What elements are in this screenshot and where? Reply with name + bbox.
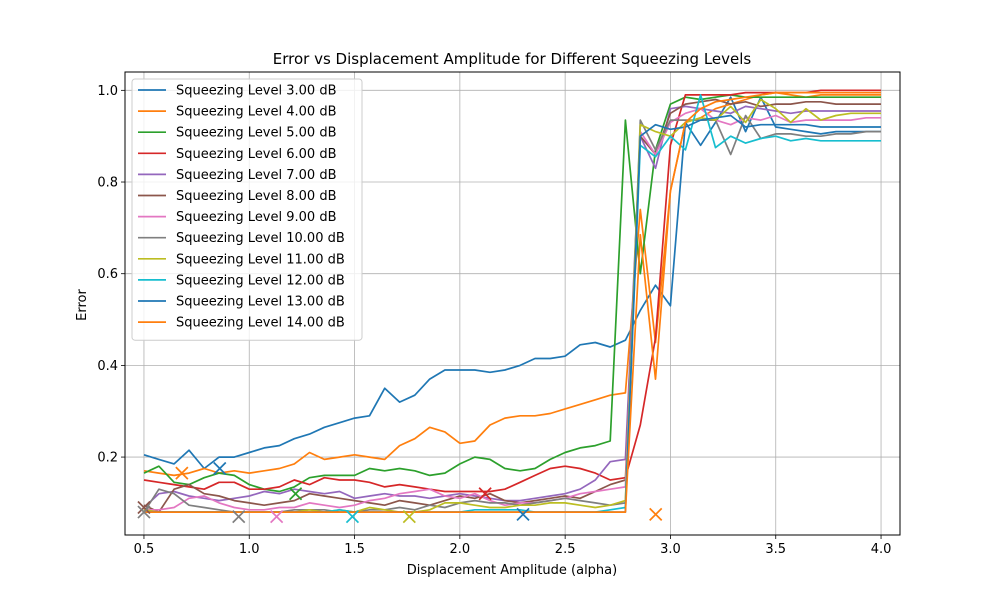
- x-marker: [478, 487, 492, 501]
- x-marker: [345, 510, 360, 524]
- x-marker: [402, 510, 416, 524]
- x-marker: [649, 507, 663, 521]
- legend-label: Squeezing Level 11.00 dB: [176, 252, 345, 267]
- x-tick-label: 4.0: [871, 542, 892, 557]
- legend-label: Squeezing Level 12.00 dB: [176, 273, 345, 288]
- y-tick-label: 0.6: [97, 267, 118, 282]
- series-lines: [143, 89, 881, 513]
- x-tick-label: 1.5: [344, 542, 365, 557]
- x-tick-label: 3.0: [660, 542, 681, 557]
- x-marker: [137, 500, 151, 515]
- chart-title: Error vs Displacement Amplitude for Diff…: [273, 50, 752, 68]
- series-line-12: [144, 91, 881, 513]
- series-line-4: [143, 89, 881, 493]
- x-marker: [270, 510, 284, 524]
- y-axis-label: Error: [75, 289, 90, 321]
- y-tick-label: 0.8: [97, 176, 118, 191]
- y-tick-label: 1.0: [97, 84, 118, 99]
- x-tick-label: 0.5: [134, 542, 155, 557]
- legend-label: Squeezing Level 13.00 dB: [176, 295, 345, 310]
- legend-label: Squeezing Level 14.00 dB: [176, 316, 345, 331]
- legend-label: Squeezing Level 5.00 dB: [176, 126, 337, 141]
- x-marker: [137, 505, 151, 519]
- x-marker: [232, 510, 246, 524]
- plot-frame: [124, 71, 901, 536]
- x-tick-label: 2.5: [555, 542, 576, 557]
- x-marker: [516, 507, 530, 521]
- x-tick-label: 1.0: [239, 542, 260, 557]
- legend-label: Squeezing Level 7.00 dB: [176, 168, 337, 183]
- x-marker: [175, 466, 189, 480]
- x-tick-label: 3.5: [765, 542, 786, 557]
- legend-label: Squeezing Level 10.00 dB: [176, 231, 345, 246]
- markers: [137, 461, 663, 524]
- series-line-5: [143, 105, 881, 509]
- y-tick-label: 0.2: [97, 451, 118, 466]
- legend-label: Squeezing Level 8.00 dB: [176, 189, 337, 204]
- legend-label: Squeezing Level 9.00 dB: [176, 210, 337, 225]
- legend-label: Squeezing Level 4.00 dB: [176, 105, 337, 120]
- series-line-6: [143, 98, 881, 513]
- x-marker: [213, 461, 227, 476]
- axis-ticks: 0.5 1.0 1.5 2.0 2.5 3.0 3.5 4.0 0.2 0.4 0.6 0.8 1.0: [97, 84, 891, 557]
- x-tick-label: 2.0: [450, 542, 471, 557]
- y-tick-label: 0.4: [97, 359, 118, 374]
- x-axis-label: Displacement Amplitude (alpha): [407, 563, 617, 578]
- x-marker: [288, 487, 303, 501]
- legend: Squeezing Level 3.00 dB Squeezing Level 4…: [131, 78, 363, 341]
- legend-label: Squeezing Level 6.00 dB: [176, 147, 337, 162]
- legend-label: Squeezing Level 3.00 dB: [176, 84, 337, 99]
- legend-box: [131, 78, 363, 341]
